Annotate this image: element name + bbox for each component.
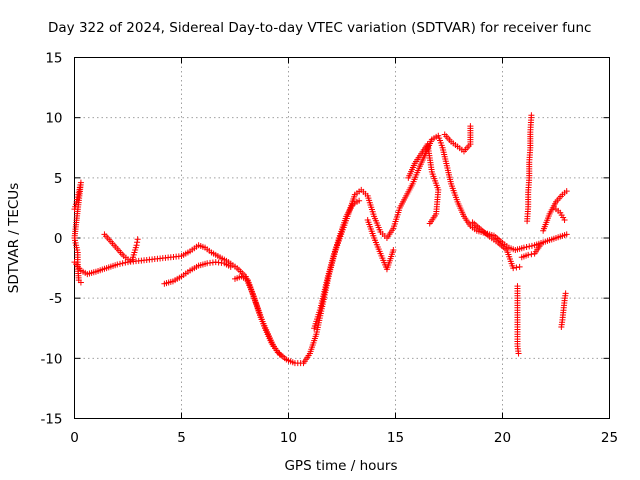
data-point: [515, 350, 522, 357]
data-point: [563, 231, 570, 238]
y-tick-label: -15: [40, 412, 62, 428]
data-point: [526, 243, 533, 250]
y-tick-label: 15: [45, 51, 62, 67]
y-tick-label: -10: [40, 351, 62, 367]
x-tick-label: 0: [70, 430, 79, 446]
data-series: [232, 273, 283, 358]
data-series: [364, 216, 397, 273]
data-point: [520, 244, 527, 251]
data-series: [469, 219, 523, 272]
mark-layer: [71, 112, 570, 367]
tick-layer: 0 5 10 15 20 25 -15 -10 -5 0 5 10 15: [40, 51, 618, 447]
data-series: [405, 141, 442, 227]
data-point: [516, 263, 523, 270]
data-point: [426, 220, 433, 227]
data-point: [524, 218, 531, 225]
y-tick-label: 10: [45, 111, 62, 127]
data-point: [122, 259, 129, 266]
data-series: [524, 112, 535, 225]
data-point: [563, 188, 570, 195]
data-point: [538, 241, 545, 248]
x-tick-label: 25: [601, 430, 618, 446]
data-point: [390, 247, 397, 254]
data-point: [561, 216, 568, 223]
data-point: [513, 264, 520, 271]
data-series: [129, 236, 141, 263]
x-tick-label: 10: [280, 430, 297, 446]
y-axis-label: SDTVAR / TECUs: [6, 183, 22, 293]
x-axis-label: GPS time / hours: [284, 458, 397, 474]
data-point: [276, 351, 283, 358]
data-point: [523, 244, 530, 251]
data-series: [161, 259, 234, 287]
data-series: [311, 197, 363, 332]
y-tick-label: 0: [54, 231, 63, 247]
data-series: [71, 179, 84, 286]
data-series: [441, 123, 474, 155]
data-point: [119, 260, 126, 267]
data-series: [553, 206, 568, 223]
data-series: [514, 283, 522, 357]
y-tick-label: -5: [49, 291, 62, 307]
data-point: [114, 261, 121, 268]
data-series: [518, 241, 545, 261]
data-point: [525, 251, 532, 258]
data-point: [528, 242, 535, 249]
data-point: [510, 265, 517, 272]
data-point: [227, 263, 234, 270]
data-series: [540, 188, 570, 234]
chart-title: Day 322 of 2024, Sidereal Day-to-day VTE…: [48, 20, 591, 36]
data-point: [77, 279, 84, 286]
x-tick-label: 5: [177, 430, 186, 446]
data-point: [133, 242, 140, 249]
x-tick-label: 20: [494, 430, 511, 446]
data-point: [116, 260, 123, 267]
data-point: [356, 197, 363, 204]
data-point: [134, 239, 141, 246]
data-series: [101, 231, 134, 264]
data-point: [528, 251, 535, 258]
x-tick-label: 15: [387, 430, 404, 446]
data-point: [467, 123, 474, 130]
data-point: [562, 290, 569, 297]
data-point: [134, 236, 141, 243]
data-series: [558, 290, 569, 331]
y-tick-label: 5: [54, 171, 63, 187]
